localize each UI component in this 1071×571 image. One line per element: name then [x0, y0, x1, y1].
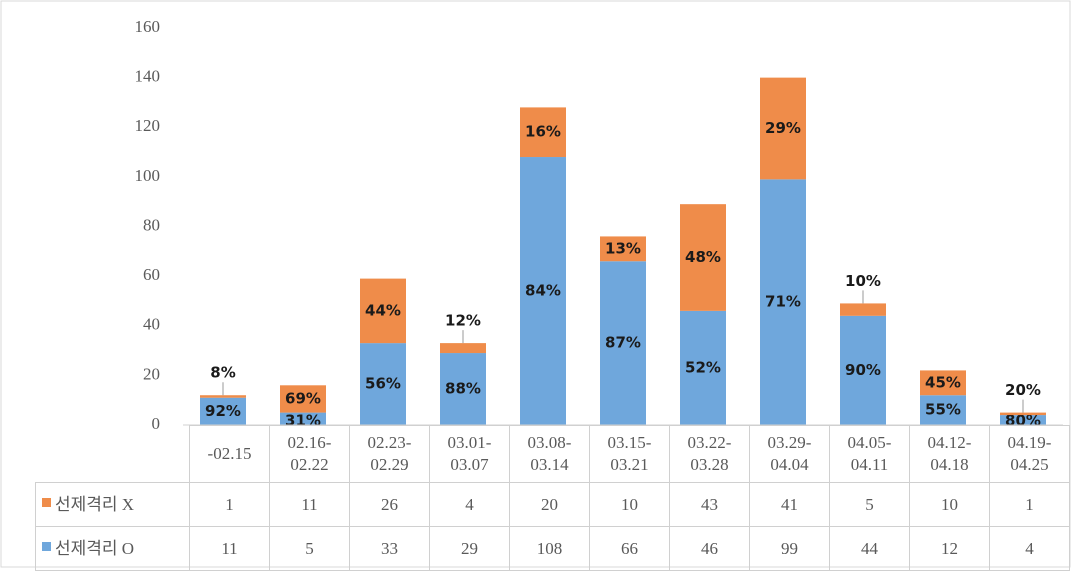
table-value: 43 [669, 482, 750, 527]
category-label: 02.16-02.22 [269, 425, 350, 483]
category-label: -02.15 [189, 425, 270, 483]
data-label: 88% [445, 380, 481, 398]
table-value: 10 [909, 482, 990, 527]
category-label: 04.19-04.25 [989, 425, 1070, 483]
table-value: 108 [509, 526, 590, 571]
y-tick-label: 40 [143, 315, 160, 334]
table-value: 99 [749, 526, 830, 571]
bar-segment [680, 310, 726, 425]
table-value: 29 [429, 526, 510, 571]
bar-segment [520, 107, 566, 158]
blank-cell [35, 425, 190, 483]
bar-segment [680, 204, 726, 311]
bar-segment [1000, 415, 1046, 425]
table-value: 44 [829, 526, 910, 571]
bar-segment [1000, 412, 1046, 416]
y-tick-label: 60 [143, 265, 160, 284]
data-label: 52% [685, 358, 721, 376]
bar-segment [360, 278, 406, 344]
data-label: 90% [845, 361, 881, 379]
series-row: 선제격리 O 11 5 33 29 108 66 46 99 44 12 4 [35, 526, 1070, 571]
bar-segment [280, 385, 326, 413]
table-value: 4 [989, 526, 1070, 571]
data-label: 8% [210, 364, 235, 382]
data-label: 10% [845, 272, 881, 290]
data-label: 69% [285, 389, 321, 407]
table-value: 11 [189, 526, 270, 571]
data-label: 44% [365, 301, 401, 319]
bar-segment [600, 261, 646, 425]
y-tick-label: 20 [143, 364, 160, 383]
bar-segment [760, 179, 806, 425]
data-label: 55% [925, 401, 961, 419]
category-label: 03.29-04.04 [749, 425, 830, 483]
bar-segment [520, 157, 566, 425]
bar-segment [360, 343, 406, 425]
bar-segment [840, 315, 886, 425]
bar-segment [920, 395, 966, 425]
data-label: 29% [765, 119, 801, 137]
table-value: 1 [189, 482, 270, 527]
bar-segment [440, 353, 486, 425]
category-label: 02.23-02.29 [349, 425, 430, 483]
legend-label: 선제격리 O [55, 538, 135, 558]
bar-segment [600, 236, 646, 262]
bar-segment [760, 77, 806, 180]
y-tick-label: 140 [135, 67, 161, 86]
category-row: -02.15 02.16-02.22 02.23-02.29 03.01-03.07 0… [35, 425, 1070, 483]
data-label: 92% [205, 402, 241, 420]
data-label: 20% [1005, 381, 1041, 399]
series-row: 선제격리 X 1 11 26 4 20 10 43 41 5 10 1 [35, 482, 1070, 527]
table-value: 33 [349, 526, 430, 571]
legend-entry: 선제격리 X [35, 482, 190, 527]
table-value: 1 [989, 482, 1070, 527]
y-tick-label: 0 [152, 414, 161, 433]
table-value: 66 [589, 526, 670, 571]
bar-segment [840, 303, 886, 316]
category-label: 03.01-03.07 [429, 425, 510, 483]
table-value: 26 [349, 482, 430, 527]
data-label: 12% [445, 312, 481, 330]
table-value: 12 [909, 526, 990, 571]
data-label: 71% [765, 293, 801, 311]
bar-segment [200, 395, 246, 398]
table-value: 10 [589, 482, 670, 527]
data-label: 48% [685, 248, 721, 266]
category-label: 03.22-03.28 [669, 425, 750, 483]
data-label: 45% [925, 373, 961, 391]
y-tick-label: 80 [143, 215, 160, 234]
data-label: 56% [365, 375, 401, 393]
y-tick-label: 160 [135, 17, 161, 36]
category-label: 04.05-04.11 [829, 425, 910, 483]
table-value: 5 [829, 482, 910, 527]
legend-key [42, 541, 51, 551]
bar-segment [920, 370, 966, 396]
legend-key [42, 497, 51, 507]
table-value: 46 [669, 526, 750, 571]
data-label: 13% [605, 239, 641, 257]
table-value: 41 [749, 482, 830, 527]
data-label: 84% [525, 282, 561, 300]
category-label: 03.15-03.21 [589, 425, 670, 483]
data-label: 87% [605, 334, 641, 352]
legend-entry: 선제격리 O [35, 526, 190, 571]
category-label: 03.08-03.14 [509, 425, 590, 483]
table-value: 5 [269, 526, 350, 571]
table-value: 11 [269, 482, 350, 527]
bar-segment [280, 412, 326, 425]
bar-segment [200, 397, 246, 425]
y-tick-label: 120 [135, 116, 161, 135]
table-value: 20 [509, 482, 590, 527]
table-value: 4 [429, 482, 510, 527]
data-table: -02.15 02.16-02.22 02.23-02.29 03.01-03.07 0… [35, 425, 1070, 571]
legend-label: 선제격리 X [55, 494, 135, 514]
data-label: 16% [525, 123, 561, 141]
y-tick-label: 100 [135, 166, 161, 185]
bar-segment [440, 343, 486, 354]
category-label: 04.12-04.18 [909, 425, 990, 483]
